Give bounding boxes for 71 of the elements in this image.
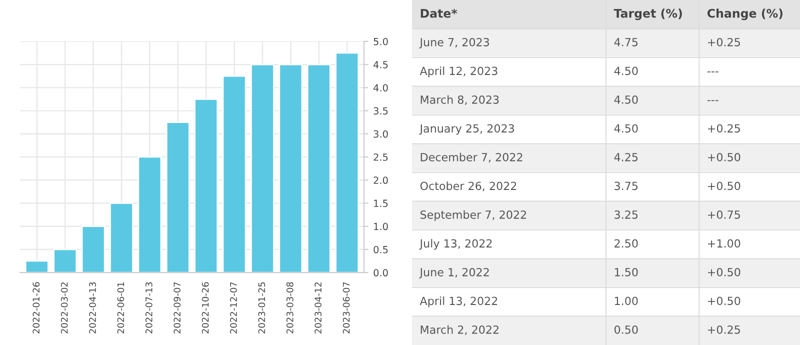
text: June 1, 2022 [419,268,489,278]
text: 4.75 [614,38,638,46]
text: +0.50 [708,268,740,276]
bar [194,98,218,273]
text: +0.75 [708,210,740,219]
y-tick-label: 5.0 [374,38,388,46]
bar [110,202,134,273]
text: +0.50 [708,182,740,190]
x-tick-label: 2023-04-12 [314,282,322,334]
text: --- [707,100,718,102]
text: 0.50 [614,325,638,334]
y-tick-label: 4.0 [374,84,388,92]
text: 3.25 [614,210,638,219]
text: June 7, 2023 [419,38,490,48]
x-tick-label: 2022-01-26 [32,282,40,334]
x-tick-label: 2023-03-08 [286,282,294,334]
text: 4.25 [614,152,638,162]
text: +0.50 [708,152,740,162]
text: October 26, 2022 [420,182,516,192]
text: --- [707,71,718,72]
bar [335,52,360,273]
text: 4.50 [614,66,638,76]
text: April 13, 2022 [420,296,498,308]
text: +0.25 [708,325,740,334]
y-tick-label: 4.5 [374,61,388,68]
y-tick-label: 0.5 [374,246,388,254]
x-tick-label: 2022-10-26 [202,282,209,334]
bar [222,75,246,273]
text: September 7, 2022 [420,210,526,221]
text: 4.50 [614,95,638,104]
x-tick-label: 2022-07-13 [145,282,152,334]
y-tick-label: 1.5 [374,200,388,208]
text: +0.25 [708,124,740,133]
x-tick-label: 2023-01-25 [258,282,266,334]
text: April 12, 2023 [420,66,498,78]
text: 1.50 [614,268,638,276]
bar [138,156,162,273]
text: +0.25 [708,38,740,46]
y-tick-label: 1.0 [374,222,388,230]
y-tick-label: 2.5 [374,153,388,161]
text: 3.75 [614,182,638,190]
text: January 25, 2023 [419,124,514,135]
x-tick-label: 2022-03-02 [60,282,68,334]
text: July 13, 2022 [419,239,492,250]
text: 1.00 [614,296,638,306]
text: +1.00 [708,239,740,248]
y-tick-label: 0.0 [374,269,388,276]
category-label: Change (%) [707,8,782,20]
x-tick-label: 2022-04-13 [89,282,96,334]
y-tick-label: 3.0 [374,130,388,138]
category-label: Target (%) [614,8,682,20]
x-tick-label: 2022-09-07 [174,282,181,334]
text: December 7, 2022 [420,152,522,162]
x-tick-label: 2023-06-07 [342,282,350,334]
bar [81,226,106,273]
text: 2.50 [614,239,638,248]
text: March 8, 2023 [420,95,499,105]
text: 4.50 [614,124,638,133]
bar [24,260,49,273]
bar [166,122,190,273]
x-tick-label: 2022-06-01 [117,282,124,334]
x-tick-label: 2022-12-07 [230,282,237,334]
y-tick-label: 2.0 [374,176,388,184]
category-label: Date* [420,8,458,18]
bar [250,64,274,273]
bar [306,64,331,273]
bar [53,248,78,273]
text: March 2, 2022 [420,325,498,335]
y-tick-label: 3.5 [374,107,388,115]
bar [278,64,303,273]
text: +0.50 [708,296,740,306]
